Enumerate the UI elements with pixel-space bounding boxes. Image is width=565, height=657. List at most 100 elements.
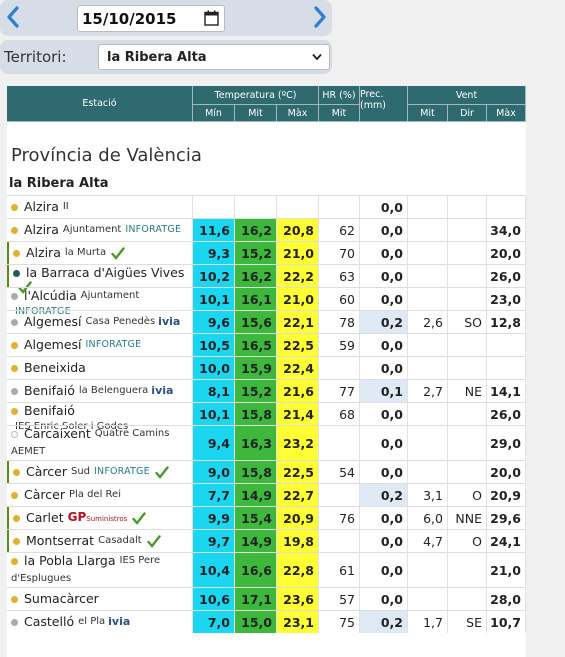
table-row: Benifaió la Belenguera ivia 8,1 15,2 21,6 77 0,… [7, 379, 526, 402]
wind-dir-cell [448, 242, 487, 264]
station-cell[interactable]: Algemesí INFORATGE [7, 334, 193, 356]
station-name[interactable]: la Pobla Llarga [24, 553, 116, 569]
station-name[interactable]: Carcaixent [24, 426, 91, 442]
station-subname: Sud [70, 466, 91, 477]
station-cell[interactable]: Benifaió la Belenguera ivia [7, 380, 193, 402]
station-name[interactable]: Alzira [26, 245, 61, 260]
precip-cell: 0,0 [360, 461, 408, 483]
precip-cell: 0,0 [360, 588, 408, 610]
station-cell[interactable]: Benifaió IES Enric Soler i Godes [7, 403, 193, 432]
wind-mid-cell [408, 288, 448, 310]
station-cell[interactable]: Carlet GPSuministros [7, 507, 193, 529]
station-subname: el Pla [78, 616, 106, 627]
temp-min-cell: 10,4 [193, 553, 235, 587]
temp-max-cell: 21,0 [277, 288, 319, 310]
wind-dir-cell: O [448, 484, 487, 506]
station-name[interactable]: Montserrat [26, 533, 95, 548]
humidity-cell: 78 [319, 311, 360, 333]
temp-min-cell: 9,6 [193, 311, 235, 333]
temp-max-cell: 22,5 [277, 334, 319, 356]
humidity-cell: 61 [319, 553, 360, 587]
temp-min-cell: 10,5 [193, 334, 235, 356]
station-name[interactable]: Castelló [24, 614, 75, 629]
station-name[interactable]: Alzira [24, 199, 59, 214]
station-cell[interactable]: Alzira la Murta [7, 242, 193, 264]
station-cell[interactable]: Càrcer Sud INFORATGE [7, 461, 193, 483]
status-dot-icon [11, 318, 18, 326]
status-dot-icon [13, 537, 20, 545]
wind-max-cell: 20,0 [487, 461, 526, 483]
next-day-button[interactable] [309, 3, 331, 31]
table-row: Carcaixent Quatre Camins AEMET 9,4 16,3 23,2 0… [7, 425, 526, 460]
station-name[interactable]: Beneixida [24, 360, 86, 375]
station-cell[interactable]: Alzira Ajuntament INFORATGE [7, 219, 193, 241]
temp-max-cell: 23,2 [277, 426, 319, 460]
station-name[interactable]: l'Alcúdia [24, 288, 77, 303]
station-cell[interactable]: la Pobla Llarga IES Pere d'Esplugues [7, 553, 193, 587]
col-humidity: HR (%) [319, 86, 360, 105]
station-name[interactable]: Algemesí [24, 314, 82, 329]
station-name[interactable]: Benifaió [24, 403, 75, 418]
previous-day-button[interactable] [2, 3, 24, 31]
inforatge-logo: INFORATGE [125, 224, 182, 235]
station-cell[interactable]: Castelló el Pla ivia [7, 611, 193, 633]
station-subname: Pla del Rei [68, 489, 121, 500]
temp-min-cell: 9,4 [193, 426, 235, 460]
station-name[interactable]: Carlet [26, 510, 64, 525]
wind-max-cell: 23,0 [487, 288, 526, 310]
date-value: 15/10/2015 [82, 9, 177, 28]
temp-max-cell: 22,2 [277, 265, 319, 287]
station-cell[interactable]: Sumacàrcer [7, 588, 193, 610]
temp-mid-cell: 16,2 [235, 265, 277, 287]
station-name[interactable]: Alzira [24, 222, 59, 237]
calendar-icon[interactable] [204, 10, 219, 26]
col-temperature: Temperatura (ºC) [193, 86, 319, 105]
wind-max-cell [487, 357, 526, 379]
temp-mid-cell: 15,9 [235, 357, 277, 379]
temp-mid-cell: 15,0 [235, 611, 277, 633]
temp-max-cell: 22,1 [277, 311, 319, 333]
station-subname: Quatre Camins [94, 428, 170, 440]
humidity-cell: 60 [319, 288, 360, 310]
station-subname: IES Pere [119, 555, 161, 567]
temp-max-cell: 21,4 [277, 403, 319, 425]
humidity-cell [319, 484, 360, 506]
wind-mid-cell: 2,7 [408, 380, 448, 402]
wind-mid-cell [408, 196, 448, 218]
station-name[interactable]: Càrcer [24, 487, 65, 502]
station-name[interactable]: Sumacàrcer [24, 591, 99, 606]
table-row: Beneixida 10,0 15,9 22,4 0,0 [7, 356, 526, 379]
humidity-cell: 68 [319, 403, 360, 425]
station-subname: Casa Penedès [85, 316, 156, 327]
wind-max-cell: 29,6 [487, 507, 526, 529]
station-cell[interactable]: Carcaixent Quatre Camins AEMET [7, 426, 193, 460]
temp-min-cell: 9,9 [193, 507, 235, 529]
table-header: Estació Temperatura (ºC) HR (%) Prec. (m… [7, 86, 526, 122]
date-input[interactable]: 15/10/2015 [77, 5, 225, 32]
station-name[interactable]: Benifaió [24, 383, 75, 398]
temp-min-cell: 9,3 [193, 242, 235, 264]
station-cell[interactable]: Beneixida [7, 357, 193, 379]
station-name[interactable]: la Barraca d'Aigües Vives [26, 265, 185, 280]
temp-max-cell: 23,6 [277, 588, 319, 610]
humidity-cell: 63 [319, 265, 360, 287]
date-navigator: 15/10/2015 [0, 0, 332, 36]
station-cell[interactable]: Montserrat Casadalt [7, 530, 193, 552]
wind-dir-cell [448, 357, 487, 379]
territory-select[interactable]: la Ribera Alta [98, 44, 330, 70]
humidity-cell [319, 357, 360, 379]
temp-min-cell: 10,1 [193, 288, 235, 310]
temp-mid-cell: 15,8 [235, 461, 277, 483]
station-cell[interactable]: Càrcer Pla del Rei [7, 484, 193, 506]
wind-max-cell: 20,9 [487, 484, 526, 506]
ivia-logo: ivia [151, 384, 174, 397]
province-title: Província de València [11, 145, 202, 166]
station-name[interactable]: Càrcer [26, 464, 67, 479]
station-cell[interactable]: Algemesí Casa Penedès ivia [7, 311, 193, 333]
station-cell[interactable]: la Barraca d'Aigües Vives [7, 265, 193, 294]
station-cell[interactable]: Alzira II [7, 196, 193, 218]
temp-mid-cell: 16,1 [235, 288, 277, 310]
station-name[interactable]: Algemesí [24, 337, 82, 352]
col-wind-mid: Mit [408, 105, 448, 122]
station-cell[interactable]: l'Alcúdia Ajuntament INFORATGE [7, 288, 193, 317]
